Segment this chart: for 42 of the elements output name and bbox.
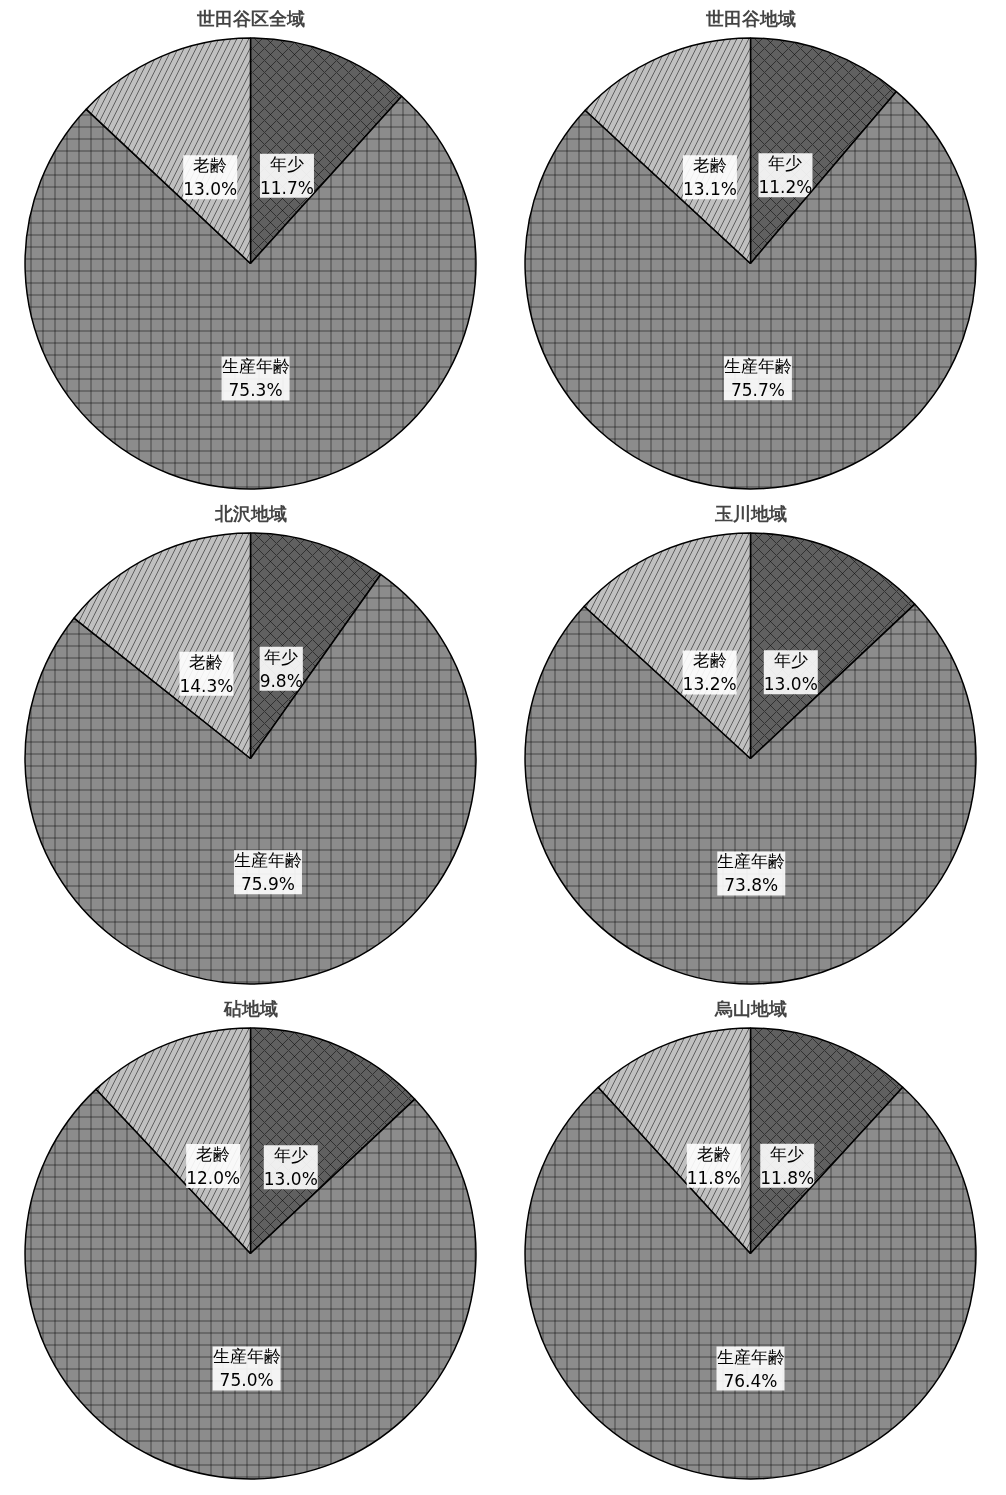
data-label: 13.1% — [682, 179, 737, 200]
slice-label: 年少 — [773, 650, 808, 671]
slice-label: 年少 — [264, 646, 299, 667]
chart-title: 烏山地域 — [713, 997, 787, 1019]
chart-title: 北沢地域 — [213, 502, 287, 524]
slice-label: 年少 — [770, 1143, 805, 1164]
data-label: 75.3% — [228, 380, 283, 401]
slice-label: 老齢 — [692, 650, 727, 671]
slice-label: 年少 — [273, 1145, 308, 1166]
slice-label: 老齢 — [193, 155, 228, 176]
slice-label: 生産年齢 — [212, 1346, 281, 1367]
slice-label: 年少 — [269, 153, 304, 174]
data-label: 73.8% — [724, 875, 779, 896]
data-label: 13.0% — [263, 1169, 318, 1190]
chart-title: 世田谷区全域 — [195, 7, 305, 29]
slice-label: 老齢 — [696, 1143, 731, 1164]
data-label: 13.2% — [682, 674, 737, 695]
data-label: 14.3% — [179, 675, 234, 696]
data-label: 11.7% — [259, 177, 314, 198]
data-label: 75.0% — [219, 1370, 274, 1391]
slice-label: 老齢 — [196, 1144, 231, 1165]
data-label: 11.8% — [760, 1167, 815, 1188]
chart-title: 玉川地域 — [713, 502, 787, 524]
data-label: 9.8% — [259, 670, 303, 691]
slice-label: 生産年齢 — [233, 850, 302, 871]
data-label: 13.0% — [183, 179, 238, 200]
slice-label: 生産年齢 — [221, 356, 290, 377]
data-label: 12.0% — [186, 1168, 241, 1189]
slice-label: 年少 — [768, 153, 803, 174]
data-label: 13.0% — [763, 674, 818, 695]
data-label: 75.7% — [730, 380, 785, 401]
data-label: 75.9% — [240, 874, 295, 895]
slice-label: 老齢 — [692, 155, 727, 176]
slice-label: 老齢 — [189, 651, 224, 672]
slice-label: 生産年齢 — [723, 356, 792, 377]
data-label: 11.2% — [758, 177, 813, 198]
chart-title: 世田谷地域 — [704, 7, 796, 29]
chart-title: 砧地域 — [222, 997, 278, 1019]
slice-label: 生産年齢 — [716, 1346, 785, 1367]
slice-label: 生産年齢 — [717, 851, 786, 872]
data-label: 11.8% — [686, 1167, 741, 1188]
data-label: 76.4% — [723, 1370, 778, 1391]
